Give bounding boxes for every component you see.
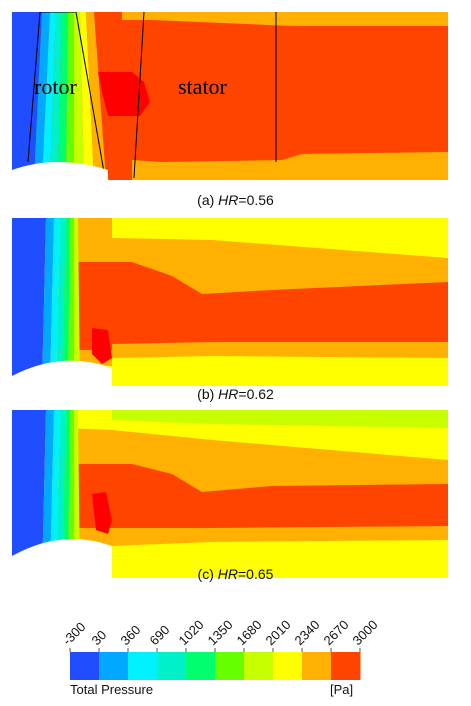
- legend-swatch: [157, 652, 187, 680]
- legend-swatch: [186, 652, 216, 680]
- rotor-label: rotor: [34, 74, 77, 99]
- legend-swatch: [215, 652, 245, 680]
- legend-tick-label: 360: [118, 622, 144, 648]
- legend-tick-label: 30: [89, 627, 110, 648]
- contour-plot-b: [12, 218, 448, 386]
- legend-tick-label: -300: [60, 619, 89, 648]
- legend-swatch: [331, 652, 361, 680]
- legend-tick-label: 1020: [176, 617, 207, 648]
- legend-tick-label: 1350: [205, 617, 236, 648]
- legend-swatch: [244, 652, 274, 680]
- contour-plot-a: rotor stator: [12, 12, 448, 180]
- contour-panel-a: rotor stator: [12, 12, 448, 180]
- legend-tick-label: 3000: [350, 617, 381, 648]
- legend-swatch: [302, 652, 332, 680]
- contour-plot-c: [12, 410, 448, 578]
- caption-c: (c) HR=0.65: [197, 566, 274, 582]
- contour-panel-c: [12, 410, 448, 578]
- legend-tick-label: 2010: [263, 617, 294, 648]
- contour-panel-b: [12, 218, 448, 386]
- legend-swatch: [128, 652, 158, 680]
- caption-b: (b) HR=0.62: [197, 386, 274, 402]
- legend-swatch: [70, 652, 100, 680]
- legend-tick-label: 690: [147, 622, 173, 648]
- stator-label: stator: [178, 74, 228, 99]
- legend-title: Total Pressure: [70, 682, 154, 697]
- color-legend: -300 30 360 690 1020 1350 1680 2010 2340 2670 3000…: [0, 612, 471, 706]
- legend-swatch: [99, 652, 129, 680]
- legend-tick-label: 1680: [234, 617, 265, 648]
- legend-tick-label: 2670: [321, 617, 352, 648]
- legend-tick-label: 2340: [292, 617, 323, 648]
- legend-swatch: [273, 652, 303, 680]
- legend-unit: [Pa]: [330, 682, 354, 697]
- caption-a: (a) HR=0.56: [197, 192, 274, 208]
